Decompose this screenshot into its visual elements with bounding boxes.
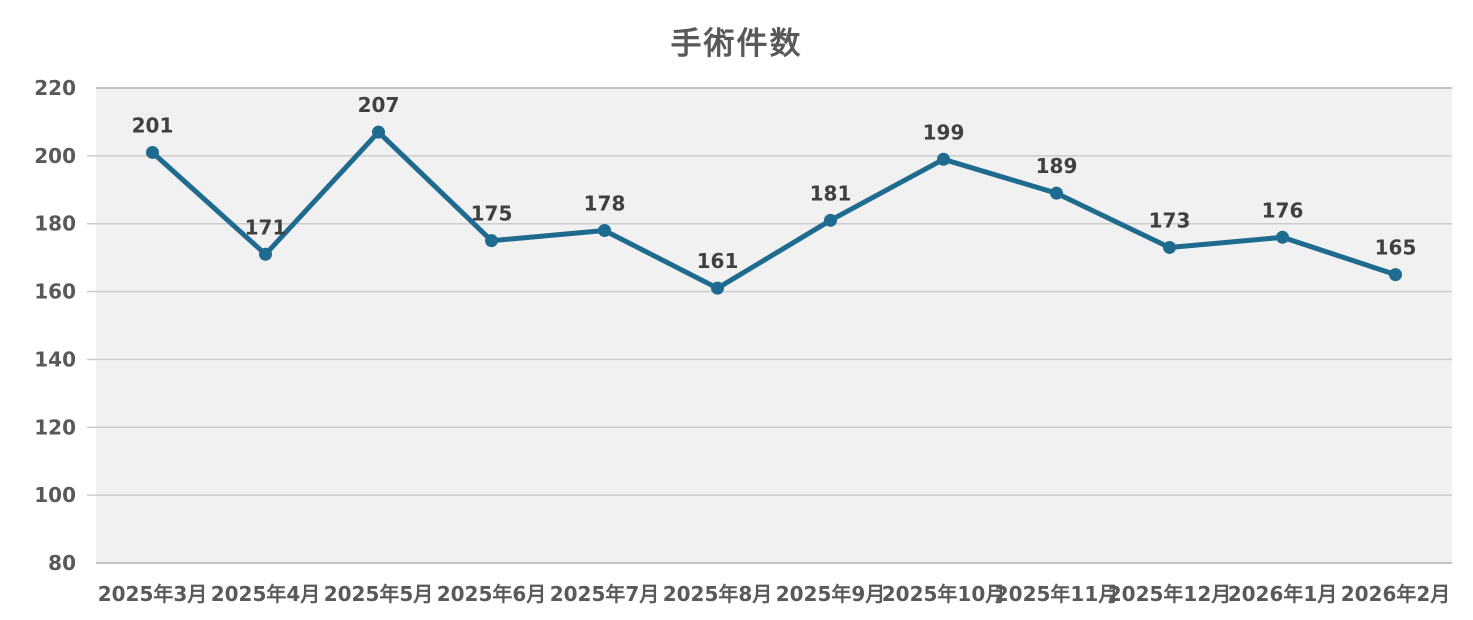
x-tick-label: 2025年9月 bbox=[776, 582, 886, 606]
x-tick-label: 2026年2月 bbox=[1341, 582, 1451, 606]
y-tick-label: 160 bbox=[34, 280, 76, 304]
data-point-marker bbox=[711, 281, 724, 295]
x-tick-label: 2025年3月 bbox=[98, 582, 208, 606]
data-point-label: 176 bbox=[1262, 198, 1304, 222]
y-tick-label: 220 bbox=[34, 76, 76, 100]
y-tick-label: 180 bbox=[34, 212, 76, 236]
chart-title: 手術件数 bbox=[670, 26, 803, 62]
y-tick-label: 200 bbox=[34, 144, 76, 168]
data-point-label: 173 bbox=[1149, 208, 1191, 232]
data-point-marker bbox=[146, 145, 159, 159]
data-point-marker bbox=[259, 247, 272, 261]
data-point-label: 171 bbox=[245, 215, 287, 239]
data-point-label: 175 bbox=[471, 202, 513, 226]
x-tick-label: 2025年10月 bbox=[882, 582, 1006, 606]
data-point-label: 161 bbox=[697, 249, 739, 273]
x-tick-label: 2025年4月 bbox=[211, 582, 321, 606]
data-point-marker bbox=[485, 234, 498, 248]
data-point-label: 207 bbox=[358, 93, 400, 117]
y-tick-label: 100 bbox=[34, 483, 76, 507]
data-series-line bbox=[150, 129, 1398, 291]
data-point-label: 165 bbox=[1375, 236, 1417, 260]
x-tick-label: 2025年8月 bbox=[663, 582, 773, 606]
data-point-label: 178 bbox=[584, 192, 626, 216]
data-point-marker bbox=[1050, 186, 1063, 200]
plot-background bbox=[96, 88, 1452, 563]
y-tick-label: 80 bbox=[48, 551, 76, 575]
data-point-marker bbox=[824, 213, 837, 227]
data-point-label: 181 bbox=[810, 181, 852, 205]
y-tick-label: 120 bbox=[34, 415, 76, 439]
data-point-label: 201 bbox=[132, 113, 174, 137]
data-point-marker bbox=[372, 125, 385, 139]
data-point-marker bbox=[1276, 230, 1289, 244]
x-tick-label: 2025年5月 bbox=[324, 582, 434, 606]
data-point-marker bbox=[937, 152, 950, 166]
x-tick-label: 2025年6月 bbox=[437, 582, 547, 606]
x-tick-label: 2026年1月 bbox=[1228, 582, 1338, 606]
data-point-marker bbox=[598, 224, 611, 237]
data-point-marker bbox=[1389, 268, 1402, 282]
y-tick-label: 140 bbox=[34, 347, 76, 371]
data-point-label: 189 bbox=[1036, 154, 1078, 178]
x-tick-label: 2025年7月 bbox=[550, 582, 660, 606]
x-tick-label: 2025年11月 bbox=[995, 582, 1119, 606]
x-tick-label: 2025年12月 bbox=[1108, 582, 1232, 606]
data-point-label: 199 bbox=[923, 120, 965, 144]
data-point-marker bbox=[1163, 240, 1176, 254]
